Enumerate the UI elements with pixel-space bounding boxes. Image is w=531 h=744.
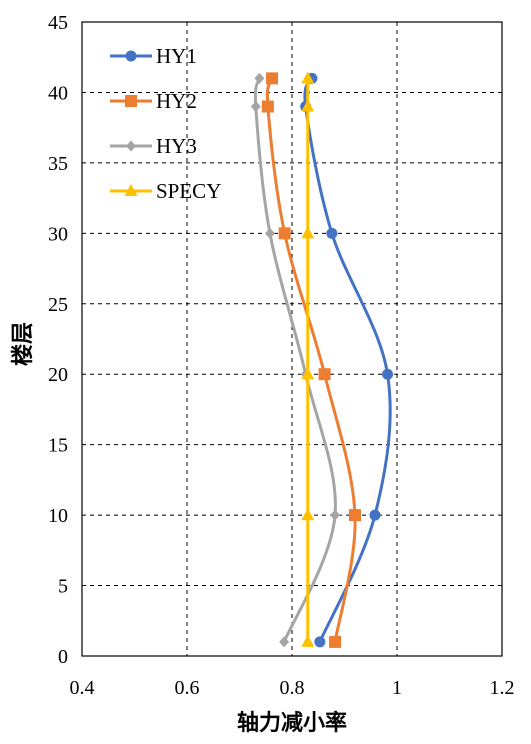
- legend-item-hy2: HY2: [110, 89, 197, 113]
- legend-item-hy1: HY1: [110, 44, 197, 68]
- y-tick-label: 45: [48, 12, 68, 34]
- series-specy: [301, 71, 315, 647]
- legend-swatch-marker: [126, 140, 136, 152]
- x-tick-label: 0.8: [280, 677, 305, 699]
- y-tick-label: 35: [48, 153, 68, 175]
- series-specy-point: [301, 99, 315, 112]
- series-hy2-point: [278, 227, 291, 240]
- series-hy2-point: [349, 509, 361, 522]
- axis-layer: 0 5 10 15 20 25 30 35 40 45 0.4 0.6 0.8 1 1.2: [48, 12, 515, 699]
- series-specy-point: [301, 71, 315, 84]
- series-hy1-point: [369, 509, 381, 521]
- series-hy3-point: [254, 72, 265, 84]
- y-tick-label: 15: [48, 435, 68, 457]
- series-hy2-point: [329, 635, 342, 648]
- x-tick-label: 1.2: [490, 677, 515, 699]
- x-axis-title: 轴力减小率: [237, 710, 347, 736]
- series-hy1-point: [382, 368, 394, 380]
- series-layer: [250, 71, 394, 648]
- series-hy1: [300, 72, 394, 648]
- series-hy2: [261, 72, 361, 648]
- x-tick-label: 0.4: [70, 677, 95, 699]
- legend-item-specy: SPECY: [110, 179, 221, 203]
- grid-layer: [82, 22, 502, 656]
- series-specy-point: [301, 634, 315, 647]
- series-hy3-point: [330, 509, 341, 521]
- legend-swatch-marker: [125, 95, 137, 107]
- series-hy3-point: [279, 636, 290, 648]
- series-hy2-point: [261, 100, 274, 113]
- legend-item-hy3: HY3: [110, 134, 197, 158]
- legend-label: HY2: [156, 89, 197, 113]
- x-tick-label: 1: [392, 677, 402, 699]
- plot-frame: [81, 21, 503, 657]
- series-hy3-point: [264, 227, 275, 239]
- legend-label: HY1: [156, 44, 197, 68]
- series-hy3: [250, 72, 341, 648]
- series-specy-point: [301, 367, 315, 380]
- y-tick-label: 40: [48, 82, 68, 104]
- series-hy1-point: [326, 227, 338, 239]
- legend-label: SPECY: [156, 179, 221, 203]
- series-hy2-point: [318, 368, 331, 381]
- series-specy-point: [301, 226, 315, 239]
- series-hy3-point: [250, 101, 261, 113]
- y-tick-label: 25: [48, 294, 68, 316]
- legend-swatch-marker: [125, 50, 137, 62]
- legend-swatch-marker: [124, 184, 138, 196]
- series-specy-point: [301, 508, 315, 521]
- y-tick-label: 5: [58, 576, 68, 598]
- legend: HY1 HY2 HY3 SPECY: [110, 44, 221, 203]
- y-tick-label: 20: [48, 364, 68, 386]
- series-hy1-point: [314, 636, 326, 648]
- legend-label: HY3: [156, 134, 197, 158]
- series-hy2-point: [266, 72, 279, 85]
- y-tick-label: 10: [48, 505, 68, 527]
- y-tick-label: 30: [48, 223, 68, 245]
- y-tick-label: 0: [58, 646, 68, 668]
- x-tick-label: 0.6: [175, 677, 200, 699]
- y-axis-title: 楼层: [11, 322, 36, 366]
